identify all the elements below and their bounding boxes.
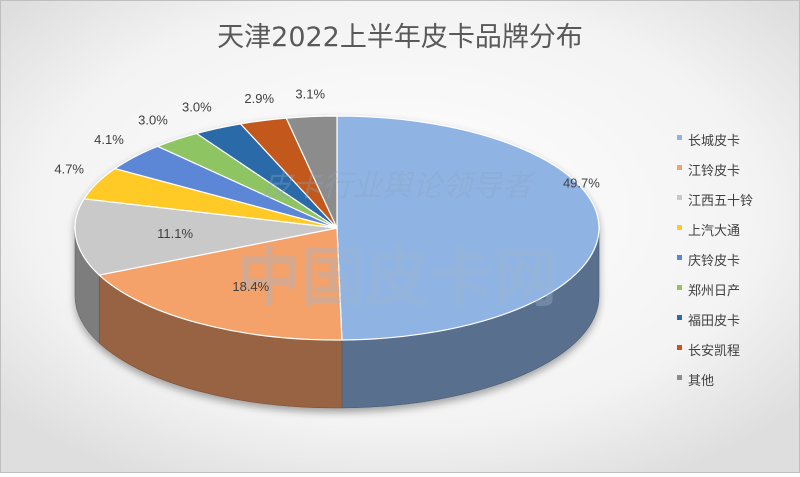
chart-title: 天津2022上半年皮卡品牌分布 — [217, 22, 583, 53]
data-labels: 49.7% 18.4% 11.1% 4.7% 4.1% 3.0% 3.0% 2.9% 3.1% — [54, 87, 600, 294]
legend-swatch — [677, 225, 682, 230]
watermark-sub: 皮卡行业舆论领导者 — [262, 169, 535, 204]
watermark: 中国皮卡网 皮卡行业舆论领导者 — [237, 169, 557, 316]
data-label: 4.7% — [54, 162, 84, 177]
data-label: 3.0% — [182, 100, 212, 115]
legend-swatch — [677, 315, 682, 320]
legend-swatch — [677, 165, 682, 170]
data-label: 4.1% — [94, 132, 124, 147]
legend-item: 郑州日产 — [688, 284, 740, 299]
legend-item: 长安凯程 — [688, 344, 740, 359]
legend-item: 长城皮卡 — [688, 134, 740, 149]
data-label: 3.1% — [295, 87, 325, 102]
pie-layer — [74, 115, 600, 409]
legend-swatch — [677, 345, 682, 350]
legend-swatch — [677, 255, 682, 260]
legend-swatch — [677, 285, 682, 290]
legend-swatch — [677, 375, 682, 380]
legend-swatch — [677, 195, 682, 200]
legend-item: 上汽大通 — [688, 224, 740, 239]
data-label: 3.0% — [138, 112, 168, 127]
watermark-main: 中国皮卡网 — [237, 242, 557, 316]
legend-item: 福田皮卡 — [688, 314, 740, 329]
legend-item: 江西五十铃 — [688, 194, 753, 209]
pie-slice — [74, 198, 338, 276]
legend-item: 其他 — [688, 374, 714, 389]
pie-slice — [285, 115, 338, 229]
data-label: 49.7% — [563, 175, 600, 190]
data-label: 18.4% — [232, 279, 269, 294]
legend-item: 江铃皮卡 — [688, 164, 740, 179]
pie-slice — [336, 115, 600, 341]
data-label: 11.1% — [157, 226, 193, 241]
pie-slice — [98, 227, 343, 341]
legend-item: 庆铃皮卡 — [688, 254, 740, 269]
legend-swatch — [677, 135, 682, 140]
data-label: 2.9% — [244, 91, 274, 106]
